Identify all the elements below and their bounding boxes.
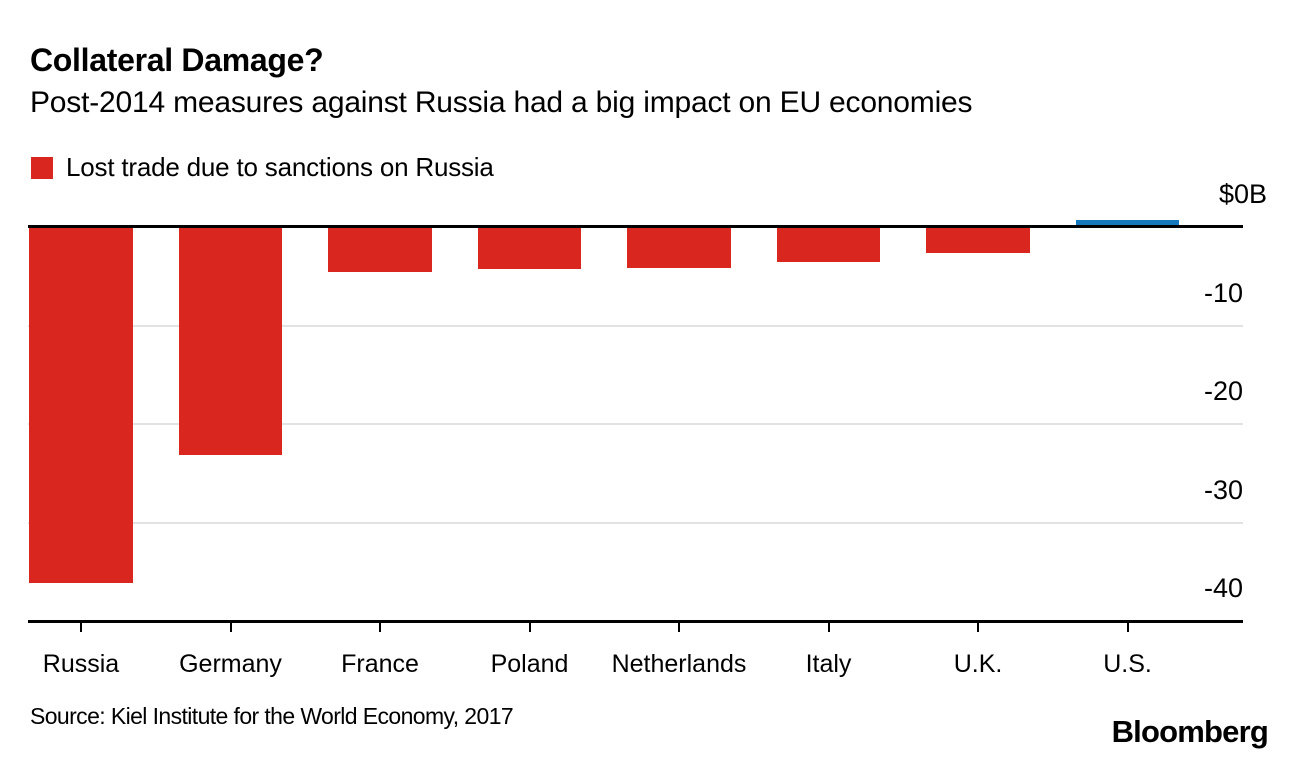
bar-poland xyxy=(477,227,582,269)
x-axis-label: Poland xyxy=(490,650,569,678)
x-axis-label: U.S. xyxy=(1103,650,1152,678)
gridline xyxy=(28,324,1243,327)
tick-mark xyxy=(229,623,232,632)
y-axis-label: -10 xyxy=(1203,277,1243,308)
y-axis-label: -20 xyxy=(1203,376,1243,406)
bloomberg-logo: Bloomberg xyxy=(1111,714,1269,749)
zero-line xyxy=(28,225,1243,228)
tick-mark xyxy=(977,623,979,632)
y-axis-label: -40 xyxy=(1203,573,1243,603)
tick-mark xyxy=(678,623,680,632)
tick-mark xyxy=(379,623,381,632)
bar-uk xyxy=(926,227,1030,253)
x-axis-label: Germany xyxy=(179,650,282,678)
bar-russia xyxy=(29,227,133,583)
y-axis-label: $0B xyxy=(1218,179,1267,209)
gridline xyxy=(28,423,1243,425)
bar-netherlands xyxy=(627,227,731,268)
x-axis-label: France xyxy=(341,650,419,678)
page-subtitle: Post-2014 measures against Russia had a … xyxy=(30,86,973,119)
x-axis-label: Russia xyxy=(42,650,120,678)
bar-germany xyxy=(178,227,283,455)
bar-us xyxy=(1075,220,1180,227)
bar-france xyxy=(328,227,432,272)
x-axis-line xyxy=(28,620,1243,623)
bar-chart: Russia Germany France Poland Netherlands Ital… xyxy=(0,179,1296,690)
x-axis-label: U.K. xyxy=(953,650,1003,678)
source-note: Source: Kiel Institute for the World Eco… xyxy=(30,703,514,729)
tick-mark xyxy=(1126,623,1129,632)
page-title: Collateral Damage? xyxy=(30,42,324,78)
gridline xyxy=(28,521,1243,524)
y-axis-label: -30 xyxy=(1203,474,1243,505)
x-axis-label: Netherlands xyxy=(611,650,747,678)
legend-swatch xyxy=(31,156,53,179)
legend-label: Lost trade due to sanctions on Russia xyxy=(66,152,494,182)
legend: Lost trade due to sanctions on Russia xyxy=(31,152,494,183)
tick-mark xyxy=(827,623,830,632)
tick-mark xyxy=(528,623,531,632)
bar-italy xyxy=(776,227,881,262)
x-axis-label: Italy xyxy=(805,650,852,678)
tick-mark xyxy=(80,623,82,632)
